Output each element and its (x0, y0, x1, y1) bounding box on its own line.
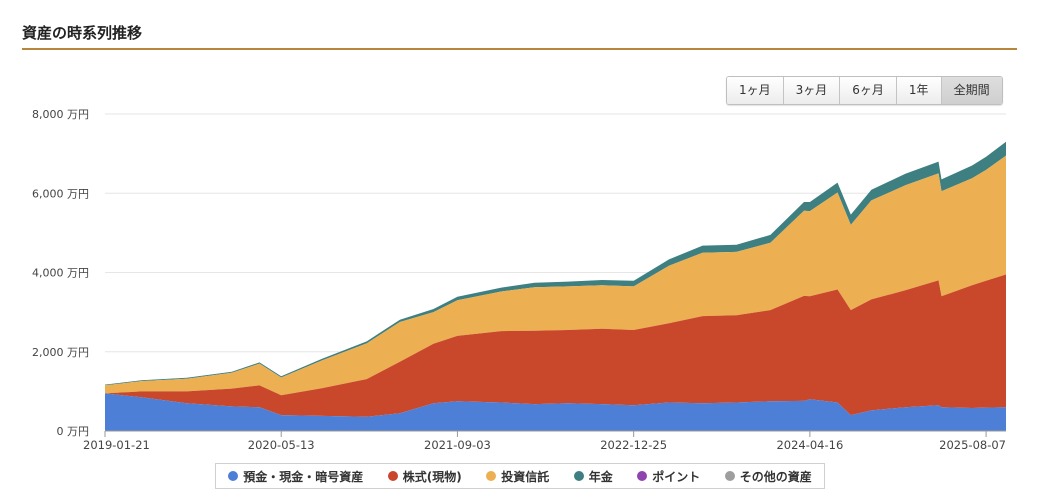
legend-label-stocks: 株式(現物) (402, 469, 462, 484)
title-divider (22, 48, 1017, 50)
legend-dot-stocks (387, 471, 398, 481)
legend-dot-pension (573, 471, 584, 481)
legend-label-pension: 年金 (588, 469, 613, 484)
range-1-month-button[interactable]: 1ヶ月 (727, 77, 784, 104)
legend-dot-points (637, 471, 648, 481)
x-tick-label: 2021-09-03 (424, 438, 491, 452)
range-1-year-button[interactable]: 1年 (896, 77, 942, 104)
x-tick-label: 2025-08-07 (939, 438, 1006, 452)
chart-legend: 預金・現金・暗号資産 株式(現物) 投資信託 年金 ポイント その他の資産 (215, 463, 825, 489)
legend-item-funds[interactable]: 投資信託 (486, 468, 549, 485)
y-tick-label: 4,000 万円 (32, 267, 89, 280)
range-6-month-button[interactable]: 6ヶ月 (840, 77, 897, 104)
y-tick-label: 0 万円 (57, 425, 90, 438)
page-title: 資産の時系列推移 (22, 24, 143, 42)
legend-label-points: ポイント (652, 469, 701, 484)
x-tick-label: 2019-01-21 (83, 438, 150, 452)
range-selector: 1ヶ月 3ヶ月 6ヶ月 1年 全期間 (726, 76, 1003, 105)
x-tick-label: 2020-05-13 (248, 438, 315, 452)
legend-dot-cash (228, 471, 239, 481)
y-tick-label: 2,000 万円 (32, 346, 89, 359)
x-tick-label: 2022-12-25 (600, 438, 667, 452)
legend-item-points[interactable]: ポイント (637, 468, 700, 485)
y-tick-label: 6,000 万円 (32, 187, 89, 200)
legend-label-cash: 預金・現金・暗号資産 (243, 469, 364, 484)
x-tick-label: 2024-04-16 (776, 438, 843, 452)
legend-item-stocks[interactable]: 株式(現物) (387, 468, 462, 485)
area-series (105, 274, 1006, 417)
legend-label-funds: 投資信託 (501, 469, 550, 484)
asset-chart: 0 万円 2,000 万円 4,000 万円 6,000 万円 8,000 万円 2019… (32, 108, 1006, 452)
area-series (105, 393, 1006, 431)
legend-label-other: その他の資産 (739, 469, 812, 484)
y-tick-label: 8,000 万円 (32, 108, 89, 121)
range-all-button[interactable]: 全期間 (941, 77, 1002, 104)
legend-dot-other (724, 471, 735, 481)
area-series (105, 155, 1006, 396)
range-3-month-button[interactable]: 3ヶ月 (783, 77, 841, 104)
legend-item-cash[interactable]: 預金・現金・暗号資産 (228, 468, 363, 485)
legend-dot-funds (486, 471, 497, 481)
legend-item-other[interactable]: その他の資産 (724, 468, 812, 485)
legend-item-pension[interactable]: 年金 (573, 468, 613, 485)
